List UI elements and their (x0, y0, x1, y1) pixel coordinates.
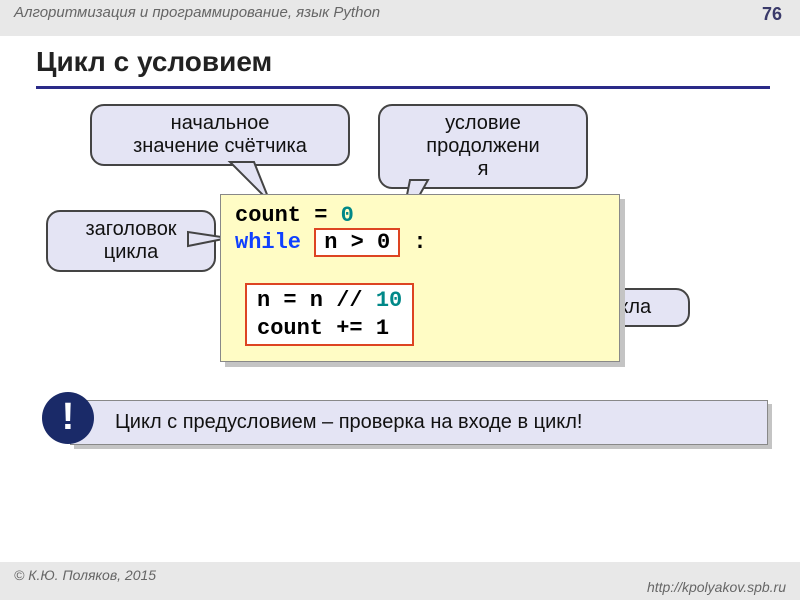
code-condition: n > 0 (314, 228, 400, 257)
code-line-1: count = 0 (235, 203, 605, 228)
slide-footer: © К.Ю. Поляков, 2015 http://kpolyakov.sp… (0, 562, 800, 600)
code-loop-body: n = n // 10 count += 1 (245, 283, 414, 346)
slide-title: Цикл с условием (36, 46, 272, 78)
code-text: count = (235, 203, 341, 228)
code-number: 0 (341, 203, 354, 228)
callout-text: начальноезначение счётчика (133, 112, 307, 157)
title-rule (36, 86, 770, 89)
callout-initial-value: начальноезначение счётчика (90, 104, 350, 166)
slide-header: Алгоритмизация и программирование, язык … (0, 0, 800, 36)
course-name: Алгоритмизация и программирование, язык … (14, 4, 380, 21)
code-text: : (400, 230, 426, 255)
author: © К.Ю. Поляков, 2015 (14, 567, 156, 583)
callout-text: условиепродолжения (426, 112, 539, 180)
code-line-2: while n > 0 : (235, 228, 605, 257)
code-text: n = n // (257, 288, 376, 313)
page-number: 76 (762, 4, 782, 25)
exclamation-icon: ! (42, 392, 94, 444)
callout-text: заголовокцикла (85, 218, 176, 263)
code-number: 10 (376, 288, 402, 313)
note-bar: Цикл с предусловием – проверка на входе … (70, 400, 768, 445)
callout-condition: условиепродолжения (378, 104, 588, 189)
code-keyword: while (235, 230, 314, 255)
code-block: count = 0 while n > 0 : n = n // 10 coun… (220, 194, 620, 362)
footer-url: http://kpolyakov.spb.ru (647, 579, 786, 595)
code-text: count += 1 (257, 315, 402, 343)
note-text: Цикл с предусловием – проверка на входе … (115, 411, 583, 433)
